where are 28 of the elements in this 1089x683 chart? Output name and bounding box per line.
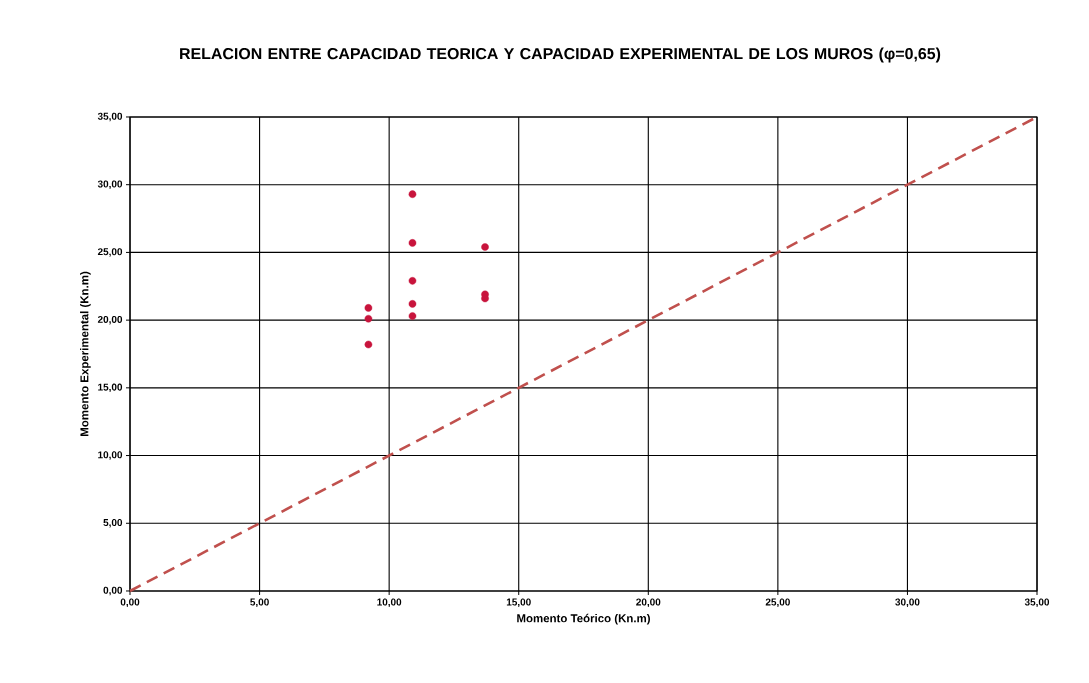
point <box>481 243 489 251</box>
x-tick-label: 10,00 <box>377 598 402 608</box>
point <box>408 190 417 198</box>
y-tick-label: 30,00 <box>97 180 123 189</box>
chart-title: RELACION ENTRE CAPACIDAD TEORICA Y CAPACIDAD EXPERIMENTAL DE LOS MUROS (φ=0,65) <box>180 47 941 63</box>
y-tick-label: 15,00 <box>98 383 123 393</box>
x-tick-label: 0,00 <box>120 598 140 608</box>
point <box>408 300 417 308</box>
y-tick-label: 20,00 <box>97 315 123 325</box>
y-tick-label: 35,00 <box>97 112 123 122</box>
x-tick-label: 15,00 <box>506 598 531 608</box>
point <box>408 277 417 285</box>
x-tick-label: 5,00 <box>250 598 269 608</box>
x-axis-title: Momento Teórico (Kn.m) <box>517 613 650 625</box>
y-tick-label: 0,00 <box>103 586 123 596</box>
point <box>364 304 373 312</box>
point <box>408 312 417 320</box>
point <box>408 239 417 247</box>
point <box>364 314 373 323</box>
y-axis-title: Momento Experimental (Kn.m) <box>80 271 91 436</box>
point <box>364 340 373 349</box>
y-tick-label: 5,00 <box>103 519 123 528</box>
y-tick-label: 10,00 <box>98 451 123 460</box>
x-tick-label: 30,00 <box>895 598 920 608</box>
x-tick-label: 25,00 <box>765 598 790 608</box>
y-tick-label: 25,00 <box>97 248 123 257</box>
x-tick-label: 35,00 <box>1024 598 1050 608</box>
x-tick-label: 20,00 <box>636 598 661 608</box>
